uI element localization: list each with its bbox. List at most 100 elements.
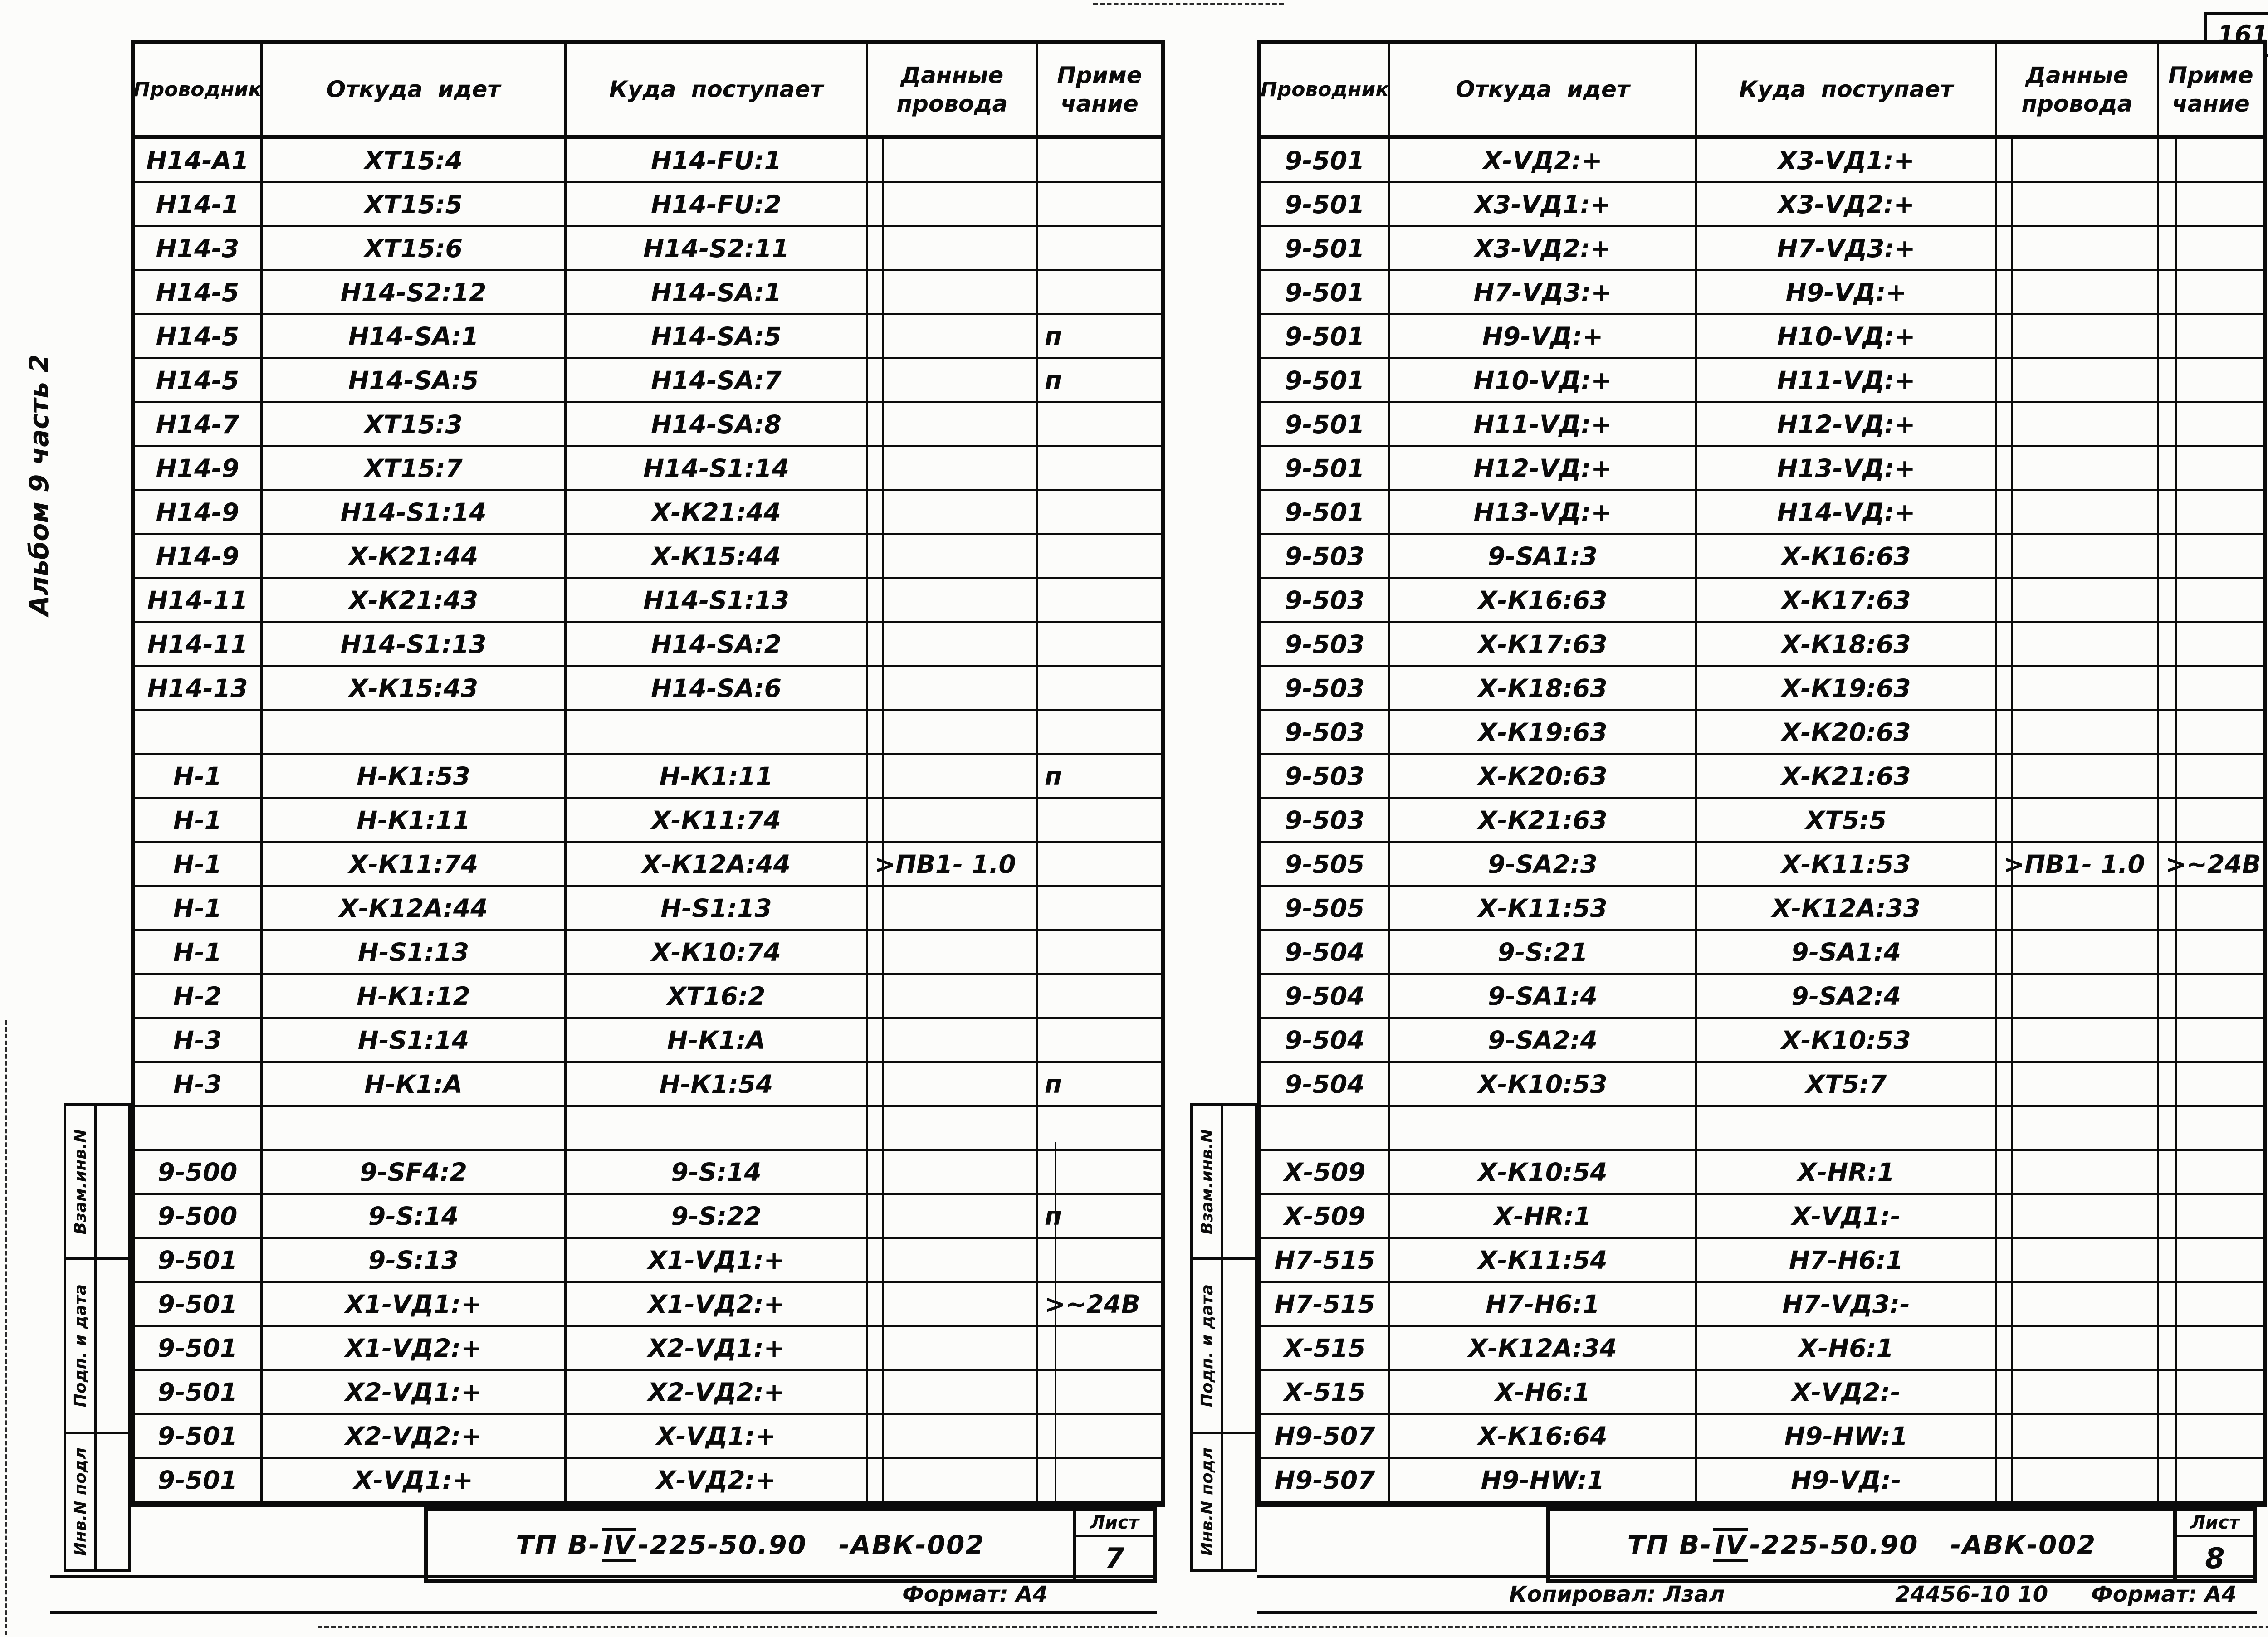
table-cell: Н13-VД:+ <box>1390 491 1697 535</box>
table-cell <box>135 1107 263 1151</box>
table-cell: Н14-13 <box>135 667 263 711</box>
table-cell <box>1997 1239 2159 1283</box>
table-cell <box>868 491 1038 535</box>
table-cell: Х3-VД2:+ <box>1697 183 1997 227</box>
table-cell: 9-S:13 <box>263 1239 567 1283</box>
table-cell: 9-504 <box>1261 1019 1390 1063</box>
table-cell <box>1038 799 1161 843</box>
table-cell: Н7-Н6:1 <box>1697 1239 1997 1283</box>
wire-data-bracket-line <box>882 139 884 1503</box>
footer-strip-left: Формат: А4 <box>50 1575 1157 1614</box>
table-cell <box>1038 623 1161 667</box>
table-cell <box>1997 667 2159 711</box>
album-note: Альбом 9 часть 2 <box>24 354 54 616</box>
stamp-box-podp: Подп. и дата <box>1190 1257 1257 1434</box>
table-cell <box>868 1195 1038 1239</box>
table-cell <box>2159 887 2263 931</box>
table-cell <box>1038 1239 1161 1283</box>
table-cell: Х-К11:54 <box>1390 1239 1697 1283</box>
table-cell: Н14-FU:1 <box>567 139 868 183</box>
table-cell: Х-К17:63 <box>1390 623 1697 667</box>
table-cell: Н14-SА:6 <box>567 667 868 711</box>
table-cell <box>1997 1195 2159 1239</box>
table-cell: Н7-VД3:+ <box>1390 271 1697 315</box>
table-cell <box>868 1459 1038 1503</box>
table-cell: >ПВ1- 1.0 <box>868 843 1038 887</box>
table-cell: Х3-VД2:+ <box>1390 227 1697 271</box>
sheet-label: Лист <box>2177 1511 2253 1537</box>
column-header-from: Откуда идет <box>1390 44 1697 139</box>
table-cell: 9-504 <box>1261 975 1390 1019</box>
table-cell: Х-К11:74 <box>263 843 567 887</box>
title-block-right: ТП В- IV -225-50.90 -АВК-002 Лист 8 <box>1546 1507 2257 1583</box>
table-cell <box>868 271 1038 315</box>
table-cell: Х-К17:63 <box>1697 579 1997 623</box>
table-cell <box>1038 579 1161 623</box>
table-cell <box>2159 667 2263 711</box>
table-cell <box>868 711 1038 755</box>
table-cell: Н14-9 <box>135 535 263 579</box>
table-cell <box>2159 227 2263 271</box>
table-cell: 9-500 <box>135 1195 263 1239</box>
table-cell: Н14-VД:+ <box>1697 491 1997 535</box>
table-cell <box>1997 1459 2159 1503</box>
stamp-label: Подп. и дата <box>66 1260 97 1432</box>
table-cell: Х-К11:74 <box>567 799 868 843</box>
table-cell <box>1997 975 2159 1019</box>
sheet-number: 8 <box>2205 1541 2225 1575</box>
table-cell <box>1038 139 1161 183</box>
table-cell <box>868 1283 1038 1327</box>
table-cell: Х2-VД2:+ <box>567 1371 868 1415</box>
table-cell: ХТ5:7 <box>1697 1063 1997 1107</box>
table-cell: Х-509 <box>1261 1151 1390 1195</box>
table-cell: Н14-5 <box>135 271 263 315</box>
table-cell <box>2159 1415 2263 1459</box>
table-cell: Х-К20:63 <box>1390 755 1697 799</box>
table-cell: >ПВ1- 1.0 <box>1997 843 2159 887</box>
table-cell <box>2159 579 2263 623</box>
table-cell: Х-К21:63 <box>1697 755 1997 799</box>
table-cell: 9-SА1:4 <box>1390 975 1697 1019</box>
table-cell: Х-К15:44 <box>567 535 868 579</box>
table-cell <box>868 359 1038 403</box>
table-cell: 9-503 <box>1261 667 1390 711</box>
table-cell: Н7-515 <box>1261 1283 1390 1327</box>
table-cell: 9-SА1:4 <box>1697 931 1997 975</box>
table-cell <box>868 1107 1038 1151</box>
column-header-from: Откуда идет <box>263 44 567 139</box>
table-cell <box>868 755 1038 799</box>
table-cell: 9-501 <box>1261 183 1390 227</box>
table-cell: Х-К10:53 <box>1390 1063 1697 1107</box>
table-cell <box>1038 975 1161 1019</box>
table-cell <box>868 1019 1038 1063</box>
table-cell <box>2159 711 2263 755</box>
table-cell <box>868 183 1038 227</box>
table-cell <box>868 975 1038 1019</box>
table-cell: Н-1 <box>135 799 263 843</box>
stamp-blank-field <box>1223 1260 1255 1432</box>
table-cell: 9-504 <box>1261 1063 1390 1107</box>
stamp-column-right: Взам.инв.N Подп. и дата Инв.N подл <box>1190 1103 1257 1572</box>
table-cell: Н9-НW:1 <box>1697 1415 1997 1459</box>
table-cell <box>1038 403 1161 447</box>
table-cell <box>1261 1107 1390 1151</box>
table-cell: Н12-VД:+ <box>1697 403 1997 447</box>
note-bracket-line <box>2175 139 2177 1503</box>
table-cell <box>263 711 567 755</box>
table-cell <box>2159 623 2263 667</box>
table-cell <box>2159 1063 2263 1107</box>
table-cell: 9-503 <box>1261 711 1390 755</box>
roman-numeral: IV <box>1713 1528 1748 1562</box>
table-cell <box>1997 1019 2159 1063</box>
table-cell: Х1-VД2:+ <box>263 1327 567 1371</box>
table-cell: Н14-SА:5 <box>567 315 868 359</box>
table-cell: Н-2 <box>135 975 263 1019</box>
table-cell: Н7-Н6:1 <box>1390 1283 1697 1327</box>
table-cell <box>1038 667 1161 711</box>
table-cell: Н-3 <box>135 1063 263 1107</box>
table-cell: Н11-VД:+ <box>1390 403 1697 447</box>
table-cell <box>1997 1283 2159 1327</box>
table-cell: 9-503 <box>1261 535 1390 579</box>
table-cell: Н14-1 <box>135 183 263 227</box>
column-header-conductor: Проводник <box>1261 44 1390 139</box>
